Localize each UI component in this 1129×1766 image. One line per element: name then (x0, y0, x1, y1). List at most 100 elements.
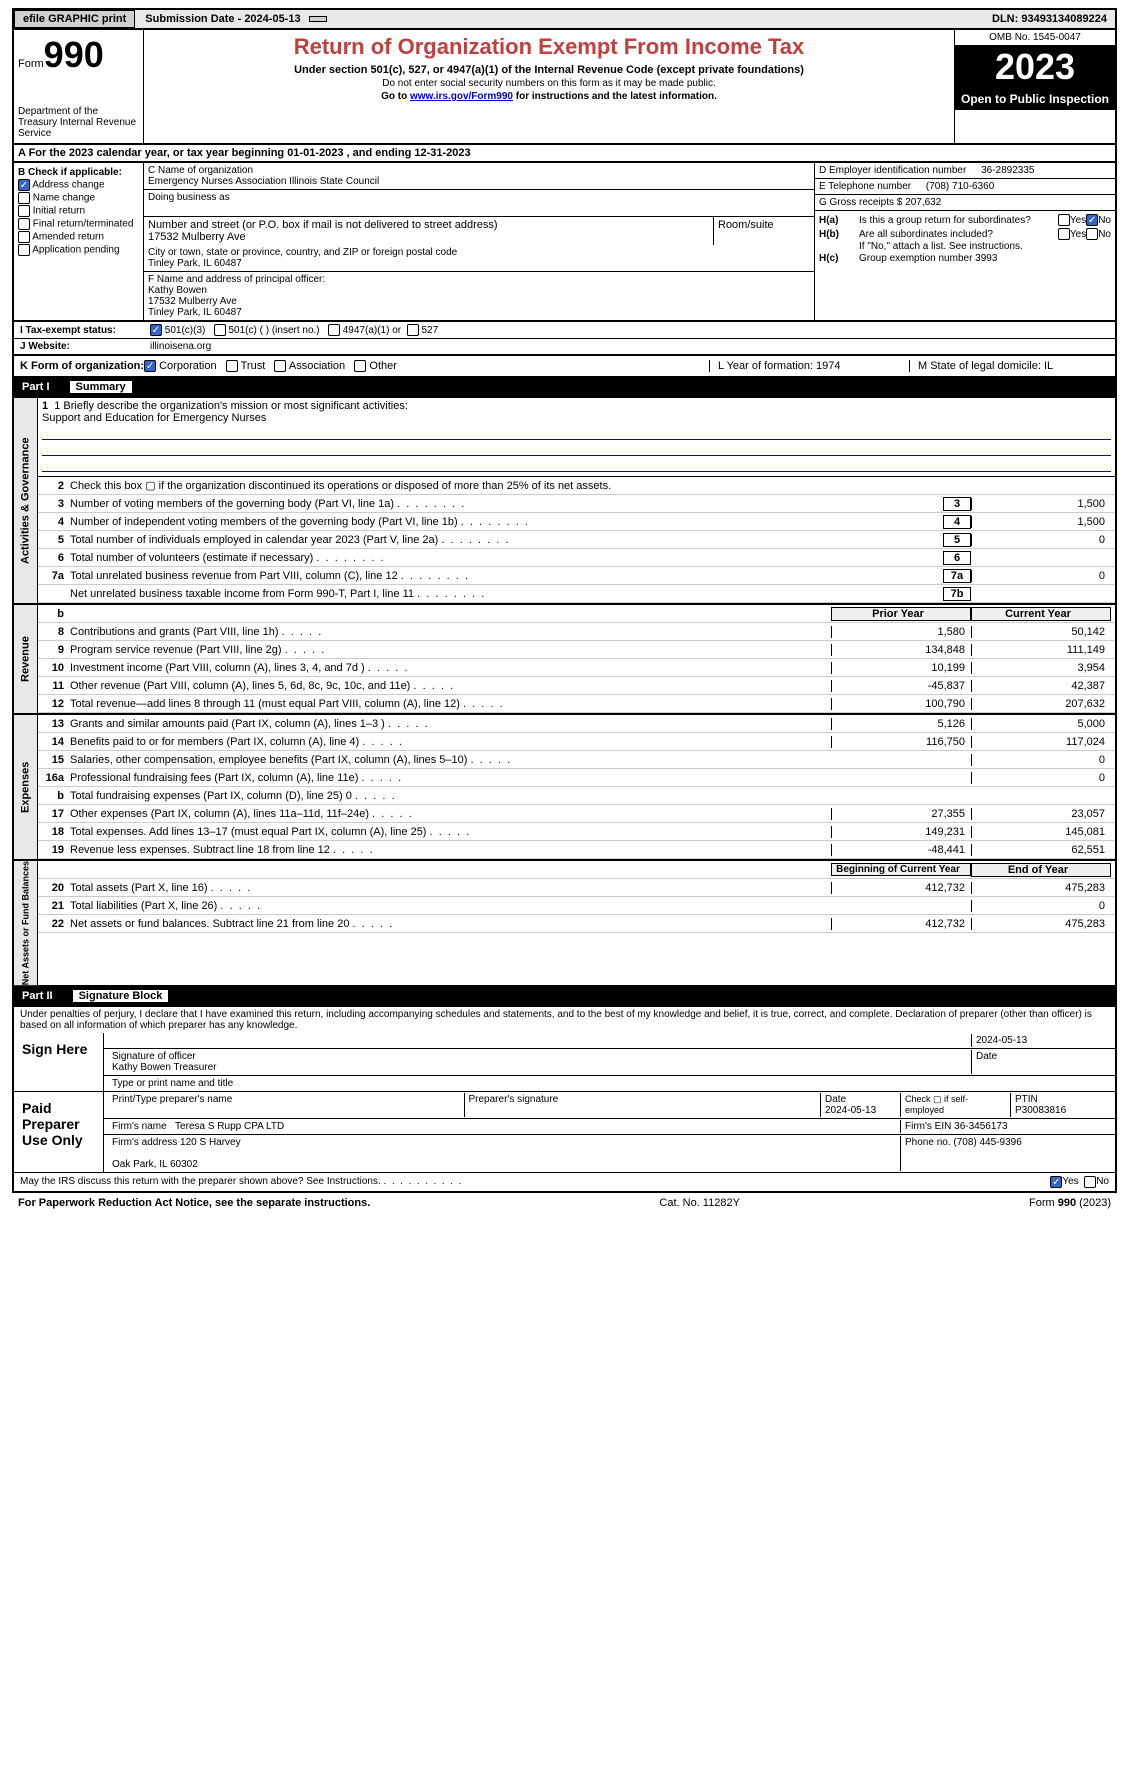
sign-date-lbl: Date (971, 1050, 1111, 1074)
website-lbl: J Website: (20, 341, 150, 352)
officer-lbl: F Name and address of principal officer: (148, 274, 325, 285)
data-line: 11Other revenue (Part VIII, column (A), … (38, 677, 1115, 695)
cb-assoc[interactable] (274, 360, 286, 372)
discuss-no[interactable] (1084, 1176, 1096, 1188)
part2-num: Part II (22, 990, 53, 1002)
room-lbl: Room/suite (718, 219, 774, 231)
cb-501c3[interactable] (150, 324, 162, 336)
header-grid: B Check if applicable: Address change Na… (12, 163, 1117, 322)
rev-hdr: b Prior Year Current Year (38, 605, 1115, 623)
prep-sig-lbl: Preparer's signature (465, 1093, 822, 1117)
gov-line: 7aTotal unrelated business revenue from … (38, 567, 1115, 585)
irs-link[interactable]: www.irs.gov/Form990 (410, 91, 513, 102)
hc-val: 3993 (975, 253, 997, 264)
hb-note: If "No," attach a list. See instructions… (819, 241, 1111, 252)
firm-addr2: Oak Park, IL 60302 (112, 1159, 198, 1170)
year-formation: L Year of formation: 1974 (709, 360, 909, 372)
vtab-governance: Activities & Governance (14, 398, 38, 603)
signature-block: Sign Here 2024-05-13 Signature of office… (12, 1033, 1117, 1193)
name-title-lbl: Type or print name and title (108, 1077, 237, 1090)
sig-officer-name: Kathy Bowen Treasurer (112, 1062, 217, 1073)
vtab-netassets: Net Assets or Fund Balances (14, 861, 38, 985)
form-word: Form (18, 58, 44, 70)
footer-right: Form 990 (2023) (1029, 1197, 1111, 1209)
data-line: 19Revenue less expenses. Subtract line 1… (38, 841, 1115, 859)
lbl-app-pending: Application pending (32, 245, 119, 256)
data-line: 18Total expenses. Add lines 13–17 (must … (38, 823, 1115, 841)
cb-4947[interactable] (328, 324, 340, 336)
cb-527[interactable] (407, 324, 419, 336)
firm-lbl: Firm's name (112, 1121, 169, 1132)
form-subtitle: Under section 501(c), 527, or 4947(a)(1)… (152, 64, 946, 76)
omb-number: OMB No. 1545-0047 (955, 30, 1115, 46)
sign-date: 2024-05-13 (971, 1034, 1111, 1047)
opt-501c3: 501(c)(3) (165, 325, 206, 336)
city-lbl: City or town, state or province, country… (148, 247, 457, 258)
firm-phone: Phone no. (708) 445-9396 (901, 1136, 1111, 1171)
cb-app-pending[interactable] (18, 244, 30, 256)
cb-address-change[interactable] (18, 179, 30, 191)
cb-other[interactable] (354, 360, 366, 372)
officer-name: Kathy Bowen (148, 285, 810, 296)
org-name-lbl: C Name of organization (148, 165, 253, 176)
efile-print-btn[interactable]: efile GRAPHIC print (14, 10, 135, 28)
sign-here-lbl: Sign Here (14, 1033, 104, 1091)
ptin-lbl: PTIN (1015, 1094, 1038, 1105)
cb-trust[interactable] (226, 360, 238, 372)
opt-other: Other (369, 360, 397, 372)
addr-lbl: Number and street (or P.O. box if mail i… (148, 219, 498, 231)
mission-q: 1 Briefly describe the organization's mi… (54, 400, 408, 412)
goto-pre: Go to (381, 91, 410, 102)
cb-corp[interactable] (144, 360, 156, 372)
cb-final-return[interactable] (18, 218, 30, 230)
na-hdr: Beginning of Current Year End of Year (38, 861, 1115, 879)
summary-revenue: Revenue b Prior Year Current Year 8Contr… (12, 605, 1117, 715)
summary-netassets: Net Assets or Fund Balances Beginning of… (12, 861, 1117, 987)
hb-yes[interactable] (1058, 228, 1070, 240)
summary-governance: Activities & Governance 1 1 Briefly desc… (12, 398, 1117, 605)
form-org-lbl: K Form of organization: (20, 360, 144, 372)
cb-501c[interactable] (214, 324, 226, 336)
gross-receipts: G Gross receipts $ 207,632 (815, 195, 1115, 211)
summary-expenses: Expenses 13Grants and similar amounts pa… (12, 715, 1117, 861)
firm-ein: Firm's EIN 36-3456173 (901, 1120, 1111, 1133)
vtab-expenses: Expenses (14, 715, 38, 859)
na-hdr-py: Beginning of Current Year (831, 863, 971, 876)
data-line: 8Contributions and grants (Part VIII, li… (38, 623, 1115, 641)
hb-no[interactable] (1086, 228, 1098, 240)
opt-527: 527 (421, 325, 438, 336)
penalty-text: Under penalties of perjury, I declare th… (12, 1007, 1117, 1033)
gov-line: 4Number of independent voting members of… (38, 513, 1115, 531)
phone-lbl: E Telephone number (819, 181, 911, 192)
hb-q: Are all subordinates included? (859, 229, 1058, 240)
dept-label: Department of the Treasury Internal Reve… (18, 106, 139, 139)
cb-name-change[interactable] (18, 192, 30, 204)
opt-4947: 4947(a)(1) or (343, 325, 401, 336)
ha-no[interactable] (1086, 214, 1098, 226)
box-deg: D Employer identification number 36-2892… (815, 163, 1115, 320)
opt-trust: Trust (241, 360, 266, 372)
cb-initial-return[interactable] (18, 205, 30, 217)
part2-header: Part II Signature Block (12, 987, 1117, 1007)
box-b-hdr: B Check if applicable: (18, 167, 139, 178)
paid-prep-lbl: Paid Preparer Use Only (14, 1092, 104, 1172)
data-line: 21Total liabilities (Part X, line 26) . … (38, 897, 1115, 915)
gov-line: 3Number of voting members of the governi… (38, 495, 1115, 513)
rev-hdr-b: b (42, 608, 70, 620)
box-b: B Check if applicable: Address change Na… (14, 163, 144, 320)
ssn-note: Do not enter social security numbers on … (152, 78, 946, 89)
gov-line: 2Check this box ▢ if the organization di… (38, 477, 1115, 495)
footer-mid: Cat. No. 11282Y (659, 1197, 740, 1209)
firm-name: Teresa S Rupp CPA LTD (175, 1121, 284, 1132)
data-line: 13Grants and similar amounts paid (Part … (38, 715, 1115, 733)
vtab-revenue: Revenue (14, 605, 38, 713)
org-name: Emergency Nurses Association Illinois St… (148, 176, 810, 187)
ha-yes[interactable] (1058, 214, 1070, 226)
rev-hdr-cy: Current Year (971, 607, 1111, 621)
dropdown-btn[interactable] (309, 16, 327, 22)
form-title: Return of Organization Exempt From Incom… (152, 34, 946, 60)
discuss-yes[interactable] (1050, 1176, 1062, 1188)
may-discuss: May the IRS discuss this return with the… (20, 1176, 1050, 1188)
cb-amended[interactable] (18, 231, 30, 243)
officer-addr1: 17532 Mulberry Ave (148, 296, 810, 307)
